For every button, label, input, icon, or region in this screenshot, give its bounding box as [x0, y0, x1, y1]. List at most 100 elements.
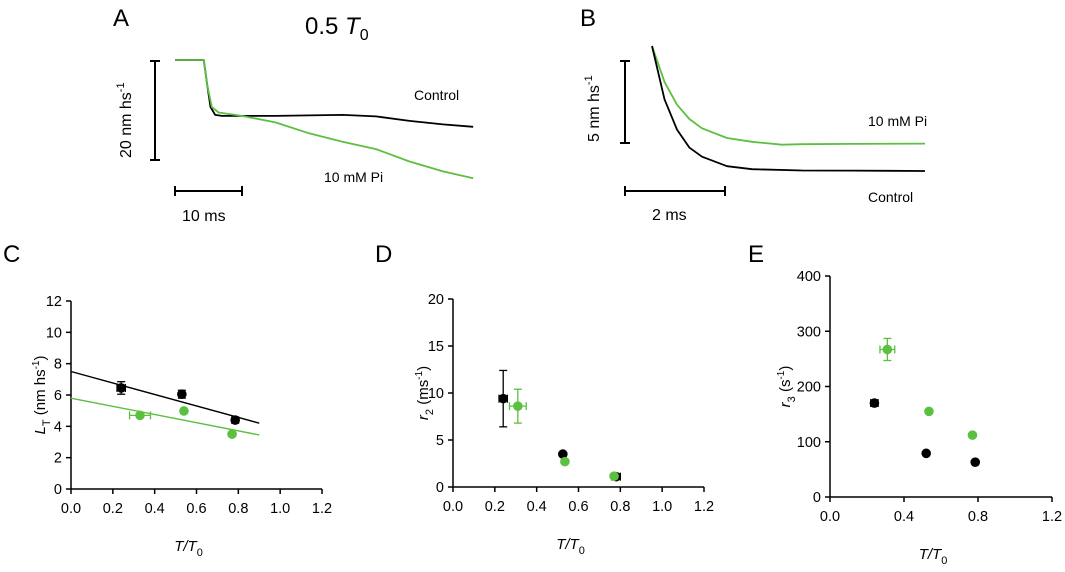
- y-label-end: ): [32, 356, 49, 361]
- y-tick-label: 12: [46, 294, 62, 310]
- data-point-control: [558, 449, 568, 459]
- panel-label-c: C: [3, 241, 20, 268]
- x-axis-label: T/T0: [174, 538, 203, 559]
- data-point-10-mm-pi: [560, 456, 570, 467]
- data-point-control: [116, 383, 126, 393]
- title-symbol: T: [345, 13, 362, 40]
- data-point-10-mm-pi: [924, 406, 934, 417]
- y-label-sup: -1: [414, 370, 425, 379]
- y-axis-label: r3 (s-1): [776, 366, 798, 408]
- x-tick-label: 0.8: [228, 501, 248, 517]
- data-point-control: [869, 398, 880, 408]
- y-tick-label: 200: [797, 380, 821, 396]
- fit-line-10-mm-pi: [70, 397, 260, 436]
- label-sup: -1: [115, 82, 127, 92]
- scale-bar-y-b-label: 5 nm hs-1: [583, 75, 603, 142]
- x-label-sub: 0: [579, 545, 585, 557]
- panel-label-e: E: [748, 241, 764, 268]
- x-tick-label: 0.8: [968, 509, 988, 525]
- y-label-unit: (s: [777, 380, 794, 397]
- panel-a-title: 0.5 T0: [305, 13, 369, 44]
- data-point-control: [970, 457, 981, 467]
- legend-pi-b: 10 mM Pi: [868, 113, 927, 129]
- y-label-sub: 2: [424, 409, 436, 415]
- y-label-unit: (nm hs: [32, 369, 49, 419]
- y-axis-label: r2 (ms-1): [414, 366, 436, 420]
- y-tick-label: 0: [54, 482, 62, 498]
- data-point-control: [177, 389, 187, 400]
- x-tick-label: 0.6: [568, 499, 588, 515]
- legend-pi-a: 10 mM Pi: [324, 169, 383, 185]
- trace-10-mm-pi: [175, 59, 474, 180]
- x-axis-label: T/T0: [919, 546, 948, 567]
- label-text: 20 nm hs: [118, 92, 135, 158]
- x-label-sub: 0: [941, 555, 947, 567]
- y-label-main: L: [32, 426, 49, 434]
- data-point-10-mm-pi: [609, 471, 619, 481]
- data-point-control: [230, 415, 240, 425]
- x-tick-label: 0.4: [527, 499, 547, 515]
- y-label-main: r: [415, 414, 432, 420]
- data-point-10-mm-pi: [135, 410, 145, 421]
- y-tick-label: 15: [428, 339, 444, 355]
- trace-10-mm-pi: [651, 45, 926, 146]
- x-tick-label: 0.4: [894, 509, 914, 525]
- y-tick-label: 2: [54, 451, 62, 467]
- y-tick-label: 5: [436, 433, 444, 449]
- x-tick-label: 1.2: [312, 501, 332, 517]
- y-label-unit: (ms: [415, 380, 432, 409]
- title-sub: 0: [360, 27, 369, 44]
- label-text: 5 nm hs: [586, 85, 603, 142]
- data-point-10-mm-pi: [179, 406, 189, 416]
- title-value: 0.5: [305, 13, 345, 40]
- y-label-sub: T: [41, 419, 53, 426]
- x-tick-label: 1.0: [270, 501, 290, 517]
- x-tick-label: 0.6: [186, 501, 206, 517]
- panel-label-d: D: [375, 241, 392, 268]
- x-axis-label: T/T0: [556, 536, 585, 557]
- y-axis-label: LT (nm hs-1): [31, 356, 53, 435]
- y-tick-label: 6: [54, 388, 62, 404]
- x-tick-label: 0.0: [820, 509, 840, 525]
- data-point-control: [498, 393, 509, 404]
- panel-label-a: A: [113, 5, 129, 32]
- scale-bar-y-a-label: 20 nm hs-1: [115, 82, 135, 158]
- y-tick-label: 8: [54, 357, 62, 373]
- panel-label-b: B: [580, 5, 596, 32]
- data-point-control: [921, 448, 931, 459]
- data-point-10-mm-pi: [227, 429, 237, 439]
- data-point-10-mm-pi: [513, 401, 523, 411]
- legend-control-a: Control: [414, 87, 459, 103]
- y-label-main: r: [777, 401, 794, 407]
- x-tick-label: 0.0: [443, 499, 463, 515]
- data-point-10-mm-pi: [882, 344, 893, 355]
- traces-a: [175, 59, 474, 180]
- label-sup: -1: [583, 75, 595, 85]
- panel-a: 0.5 T0 20 nm hs-1 10 ms Control 10 mM Pi: [115, 13, 474, 225]
- trace-control: [651, 45, 926, 172]
- y-tick-label: 10: [428, 386, 444, 402]
- traces-b: [651, 45, 926, 172]
- x-label-main: T/T: [556, 536, 580, 553]
- x-label-sub: 0: [197, 547, 203, 559]
- y-tick-label: 0: [813, 490, 821, 506]
- y-tick-label: 300: [797, 324, 821, 340]
- y-label-sup: -1: [31, 360, 42, 369]
- y-tick-label: 400: [797, 269, 821, 285]
- x-tick-label: 1.2: [694, 499, 714, 515]
- scale-bar-x-a-label: 10 ms: [182, 208, 226, 225]
- x-label-main: T/T: [174, 538, 198, 555]
- panel-b: 5 nm hs-1 2 ms 10 mM Pi Control: [583, 45, 927, 224]
- y-tick-label: 20: [428, 292, 444, 308]
- fit-line-control: [70, 370, 260, 424]
- x-label-main: T/T: [919, 546, 943, 563]
- y-tick-label: 0: [436, 480, 444, 496]
- x-tick-label: 0.0: [61, 501, 81, 517]
- x-tick-label: 0.2: [103, 501, 123, 517]
- y-tick-label: 10: [46, 325, 62, 341]
- y-tick-label: 4: [54, 419, 62, 435]
- x-tick-label: 0.8: [610, 499, 630, 515]
